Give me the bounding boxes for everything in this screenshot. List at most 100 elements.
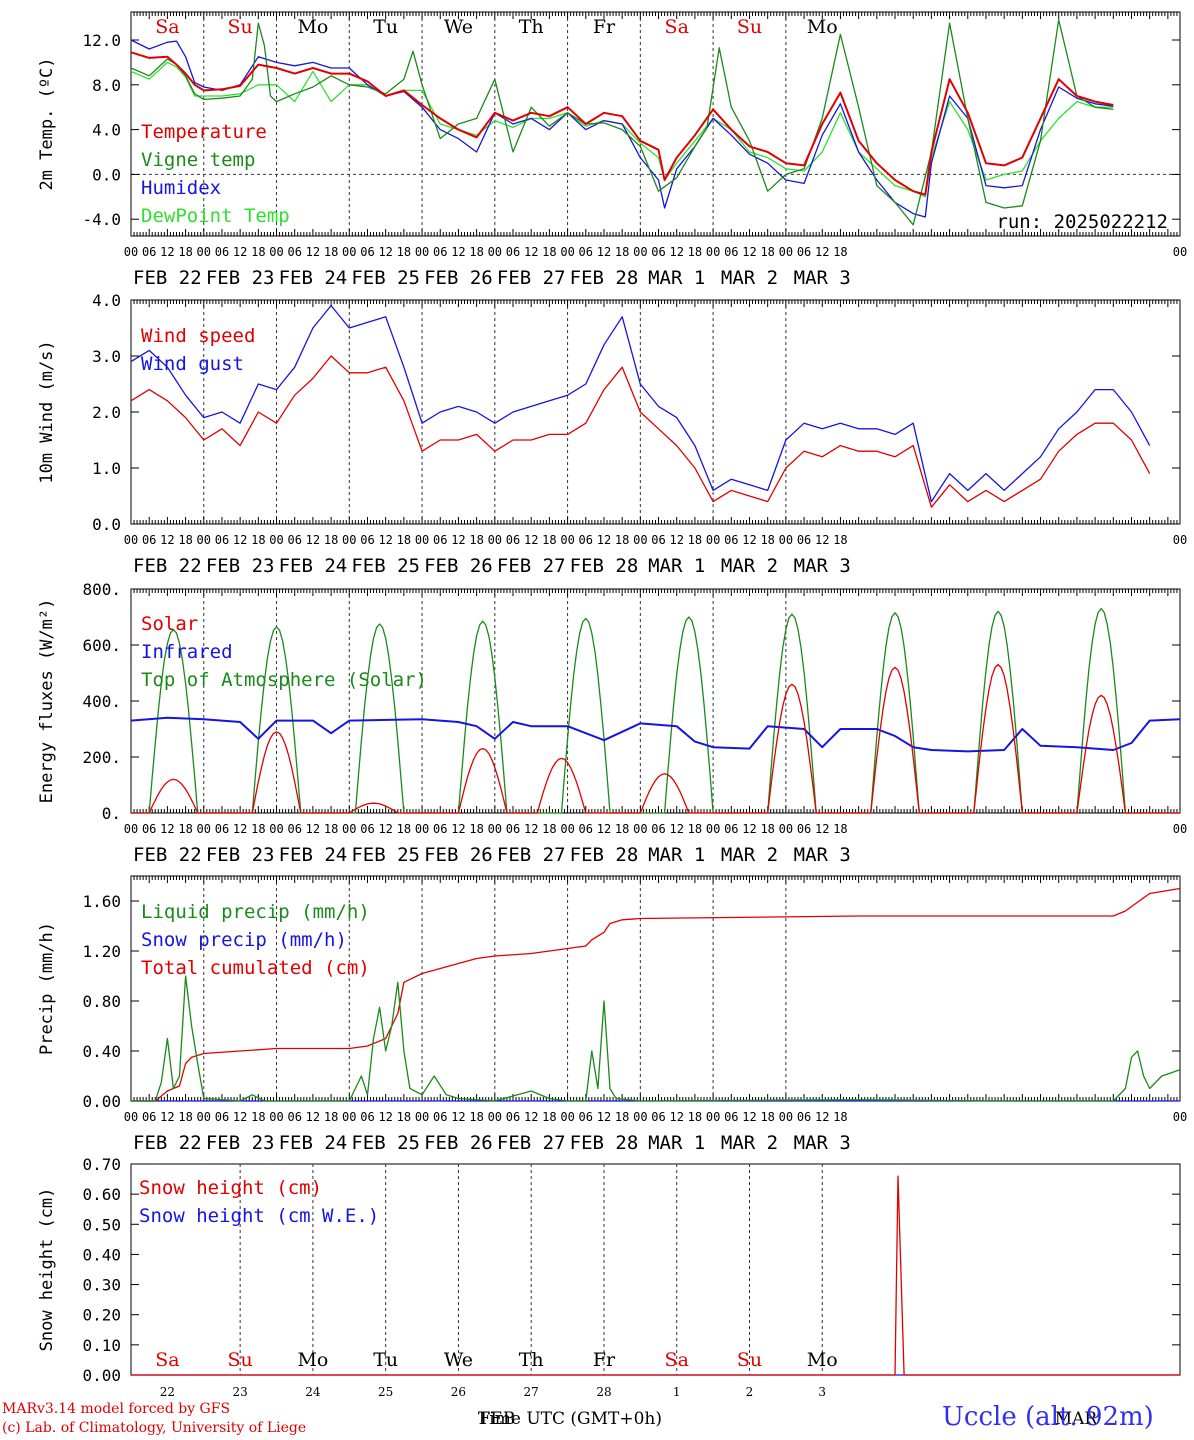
day-name-label: Su bbox=[228, 16, 253, 38]
hour-tick-label: 00 bbox=[560, 1110, 574, 1124]
hour-tick-label: 12 bbox=[524, 245, 538, 259]
y-tick-label: 3.0 bbox=[92, 347, 121, 366]
y-tick-label: 0.30 bbox=[82, 1276, 121, 1295]
hour-tick-label: 06 bbox=[579, 533, 593, 547]
y-tick-label: 0.00 bbox=[82, 1366, 121, 1385]
series-line bbox=[131, 887, 1181, 1102]
y-axis-label: Energy fluxes (W/m²) bbox=[37, 599, 57, 804]
hour-tick-label: 18 bbox=[178, 822, 192, 836]
day-name-label: We bbox=[444, 16, 473, 38]
hour-tick-label: 12 bbox=[597, 533, 611, 547]
hour-tick-label: 12 bbox=[233, 1110, 247, 1124]
y-tick-label: 4.0 bbox=[92, 121, 121, 140]
legend-entry: Vigne temp bbox=[141, 149, 255, 171]
hour-tick-label: 12 bbox=[669, 245, 683, 259]
hour-tick-label: 06 bbox=[142, 1110, 156, 1124]
hour-tick-label: 18 bbox=[688, 245, 702, 259]
hour-tick-label: 12 bbox=[451, 1110, 465, 1124]
hour-tick-label: 06 bbox=[797, 1110, 811, 1124]
legend-entry: Temperature bbox=[141, 121, 267, 143]
hour-tick-label: 00 bbox=[1173, 533, 1187, 547]
y-axis-label: 2m Temp. (ºC) bbox=[37, 57, 57, 190]
date-label: FEB 25 bbox=[351, 267, 420, 289]
day-number-label: 24 bbox=[305, 1385, 321, 1399]
series-line bbox=[131, 975, 1181, 1102]
hour-tick-label: 12 bbox=[815, 533, 829, 547]
hour-tick-label: 18 bbox=[469, 533, 483, 547]
y-tick-label: 1.0 bbox=[92, 459, 121, 478]
hour-tick-label: 00 bbox=[197, 533, 211, 547]
y-tick-label: 800. bbox=[82, 580, 121, 599]
hour-tick-label: 12 bbox=[742, 245, 756, 259]
date-label: FEB 22 bbox=[133, 1132, 202, 1154]
date-label: FEB 22 bbox=[133, 844, 202, 866]
hour-tick-label: 18 bbox=[542, 1110, 556, 1124]
series-line bbox=[131, 607, 1180, 814]
date-label: MAR 3 bbox=[794, 1132, 851, 1154]
hour-tick-label: 00 bbox=[1173, 822, 1187, 836]
hour-tick-label: 06 bbox=[579, 245, 593, 259]
hour-tick-label: 12 bbox=[378, 245, 392, 259]
hour-tick-label: 00 bbox=[633, 1110, 647, 1124]
hour-tick-label: 18 bbox=[615, 245, 629, 259]
hour-tick-label: 06 bbox=[287, 245, 301, 259]
hour-tick-label: 18 bbox=[324, 245, 338, 259]
date-label: MAR 1 bbox=[648, 1132, 705, 1154]
hour-tick-label: 12 bbox=[524, 822, 538, 836]
day-name-label: Mo bbox=[297, 1349, 328, 1371]
hour-tick-label: 18 bbox=[615, 533, 629, 547]
day-name-label: Su bbox=[228, 1349, 253, 1371]
hour-tick-label: 18 bbox=[251, 822, 265, 836]
day-number-label: 28 bbox=[596, 1385, 611, 1399]
hour-tick-label: 06 bbox=[215, 1110, 229, 1124]
month-label-right: MAR bbox=[1055, 1409, 1099, 1429]
hour-tick-label: 06 bbox=[724, 245, 738, 259]
hour-tick-label: 12 bbox=[669, 822, 683, 836]
date-label: FEB 28 bbox=[570, 267, 639, 289]
credit-line-1: MARv3.14 model forced by GFS bbox=[2, 1401, 231, 1417]
date-label: FEB 23 bbox=[206, 555, 275, 577]
hour-tick-label: 18 bbox=[251, 245, 265, 259]
hour-tick-label: 18 bbox=[833, 533, 847, 547]
day-number-label: 22 bbox=[160, 1385, 175, 1399]
hour-tick-label: 06 bbox=[506, 1110, 520, 1124]
day-name-label: Mo bbox=[297, 16, 328, 38]
hour-tick-label: 12 bbox=[160, 533, 174, 547]
date-label: FEB 27 bbox=[497, 555, 566, 577]
hour-tick-label: 00 bbox=[269, 822, 283, 836]
series-line bbox=[131, 663, 1180, 814]
hour-tick-label: 06 bbox=[797, 533, 811, 547]
hour-tick-label: 18 bbox=[324, 1110, 338, 1124]
hour-tick-label: 06 bbox=[360, 533, 374, 547]
hour-tick-label: 12 bbox=[233, 822, 247, 836]
day-name-label: Su bbox=[737, 16, 762, 38]
hour-tick-label: 00 bbox=[415, 1110, 429, 1124]
hour-tick-label: 12 bbox=[669, 533, 683, 547]
hour-tick-label: 06 bbox=[579, 1110, 593, 1124]
hour-tick-label: 00 bbox=[124, 1110, 138, 1124]
hour-tick-label: 06 bbox=[433, 822, 447, 836]
date-label: MAR 2 bbox=[721, 267, 778, 289]
hour-tick-label: 18 bbox=[688, 822, 702, 836]
hour-tick-label: 18 bbox=[615, 1110, 629, 1124]
legend-entry: Snow height (cm W.E.) bbox=[139, 1205, 379, 1227]
hour-tick-label: 18 bbox=[760, 1110, 774, 1124]
y-axis-label: Snow height (cm) bbox=[37, 1188, 57, 1352]
hour-tick-label: 18 bbox=[178, 533, 192, 547]
hour-tick-label: 00 bbox=[560, 245, 574, 259]
hour-tick-label: 06 bbox=[360, 245, 374, 259]
y-tick-label: 0.0 bbox=[92, 165, 121, 184]
hour-tick-label: 00 bbox=[269, 533, 283, 547]
hour-tick-label: 12 bbox=[160, 1110, 174, 1124]
y-tick-label: 0.00 bbox=[82, 1092, 121, 1111]
y-tick-label: 0.80 bbox=[82, 992, 121, 1011]
hour-tick-label: 00 bbox=[488, 1110, 502, 1124]
hour-tick-label: 00 bbox=[560, 822, 574, 836]
y-axis-label: Precip (mm/h) bbox=[37, 922, 57, 1055]
legend-entry: Snow precip (mm/h) bbox=[141, 929, 347, 951]
day-name-label: We bbox=[444, 1349, 473, 1371]
hour-tick-label: 00 bbox=[415, 533, 429, 547]
date-label: FEB 28 bbox=[570, 844, 639, 866]
hour-tick-label: 12 bbox=[815, 245, 829, 259]
hour-tick-label: 06 bbox=[287, 1110, 301, 1124]
